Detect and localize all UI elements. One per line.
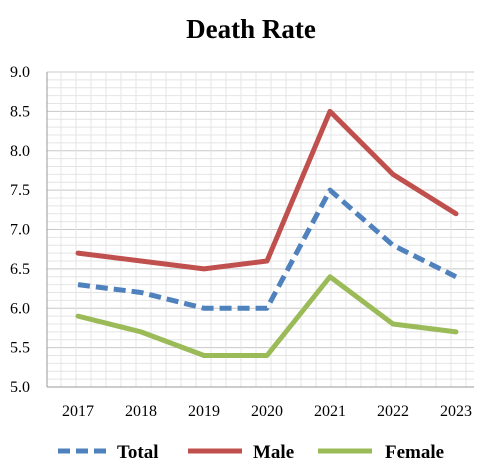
y-tick-label: 5.0 bbox=[10, 379, 30, 396]
series-line-male bbox=[75, 108, 459, 272]
x-tick-label: 2023 bbox=[440, 403, 472, 420]
y-tick-label: 7.0 bbox=[10, 222, 30, 239]
x-tick-label: 2017 bbox=[62, 403, 94, 420]
series-lines bbox=[75, 108, 459, 358]
y-tick-label: 9.0 bbox=[10, 64, 30, 81]
legend-label-male: Male bbox=[253, 442, 294, 463]
y-tick-label: 5.5 bbox=[10, 340, 30, 357]
legend: Total Male Female bbox=[58, 442, 444, 463]
series-line-total bbox=[77, 187, 458, 311]
y-tick-label: 6.0 bbox=[10, 300, 30, 317]
x-tick-label: 2021 bbox=[314, 403, 346, 420]
y-tick-label: 8.0 bbox=[10, 143, 30, 160]
y-tick-label: 7.5 bbox=[10, 182, 30, 199]
x-tick-label: 2018 bbox=[125, 403, 157, 420]
y-axis-ticks: 5.0 5.5 6.0 6.5 7.0 7.5 8.0 8.5 9.0 bbox=[10, 64, 30, 396]
grid bbox=[47, 71, 474, 388]
series-line-female bbox=[75, 274, 459, 358]
legend-label-total: Total bbox=[117, 442, 159, 463]
x-tick-label: 2019 bbox=[188, 403, 220, 420]
x-tick-label: 2020 bbox=[251, 403, 283, 420]
axes bbox=[46, 72, 474, 388]
y-tick-label: 8.5 bbox=[10, 103, 30, 120]
x-axis-ticks: 2017 2018 2019 2020 2021 2022 2023 bbox=[62, 403, 472, 420]
chart-title: Death Rate bbox=[186, 14, 316, 44]
legend-label-female: Female bbox=[385, 442, 444, 463]
y-tick-label: 6.5 bbox=[10, 261, 30, 278]
x-tick-label: 2022 bbox=[377, 403, 409, 420]
